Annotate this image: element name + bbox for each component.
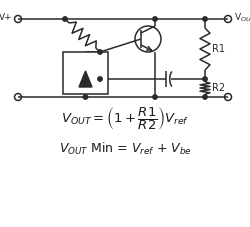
Text: V+: V+ — [0, 13, 13, 22]
FancyBboxPatch shape — [63, 52, 108, 94]
Circle shape — [98, 50, 102, 54]
Circle shape — [202, 77, 206, 81]
Circle shape — [202, 95, 206, 99]
Circle shape — [98, 77, 102, 81]
Polygon shape — [79, 71, 92, 87]
Circle shape — [152, 95, 156, 99]
Circle shape — [152, 17, 156, 21]
Text: $V_{OUT} = \left(1 + \dfrac{R1}{R2}\right)V_{ref}$: $V_{OUT} = \left(1 + \dfrac{R1}{R2}\righ… — [60, 106, 188, 133]
Text: R1: R1 — [211, 44, 224, 54]
Circle shape — [83, 95, 87, 99]
Text: $V_{OUT}$ Min = $V_{ref}$ + $V_{be}$: $V_{OUT}$ Min = $V_{ref}$ + $V_{be}$ — [58, 141, 190, 157]
Text: R2: R2 — [211, 83, 224, 93]
Text: V$_{OUT}$: V$_{OUT}$ — [233, 12, 250, 24]
Circle shape — [62, 17, 67, 21]
Circle shape — [202, 17, 206, 21]
